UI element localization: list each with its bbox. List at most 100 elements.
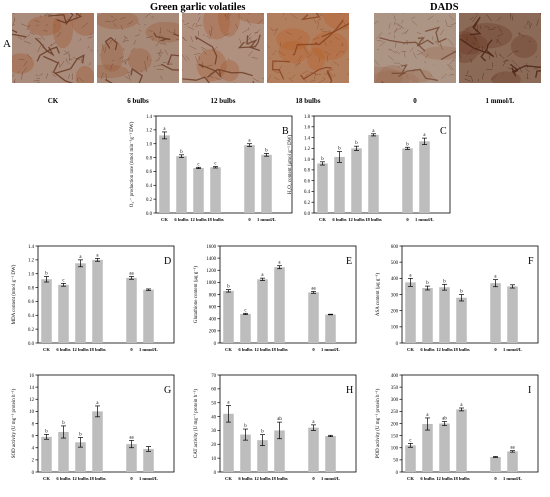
significance-letter: a [248, 139, 251, 144]
bar [456, 409, 467, 472]
x-tick-label: 0 [494, 347, 497, 352]
x-tick-label: 1 mmol/L [503, 476, 522, 481]
plot-frame [155, 115, 293, 214]
panel-letter: D [164, 256, 171, 267]
x-tick-label: 6 bulbs [420, 347, 434, 352]
y-tick-label: 0.4 [304, 190, 311, 195]
x-tick-label: 18 bulbs [207, 217, 224, 222]
x-tick-label: 1 mmol/L [321, 347, 340, 352]
y-tick-label: 50 [211, 402, 216, 407]
y-tick-label: 1.4 [304, 136, 311, 141]
bar [58, 284, 69, 343]
x-tick-label: CK [225, 476, 232, 481]
leaf-photo [97, 13, 179, 83]
y-tick-label: 40 [211, 415, 216, 420]
chart-svg: 0 200 400 600 800 1000 1200 1400 1600 Glutathione… [193, 245, 357, 352]
x-tick-label: CK [43, 476, 50, 481]
chart-svg: 0 10 20 30 40 50 60 70 CAT activity (U mg⁻¹ prot… [193, 374, 357, 481]
x-tick-label: 12 bulbs [72, 347, 89, 352]
y-tick-label: 100 [391, 326, 399, 331]
y-tick-label: 0.6 [146, 170, 153, 175]
x-tick-label: 0 [248, 217, 251, 222]
bar [176, 156, 187, 213]
significance-letter: c [409, 438, 411, 443]
y-tick-label: 1600 [206, 245, 216, 250]
bar [274, 430, 285, 472]
y-tick-label: 400 [391, 277, 399, 282]
y-tick-label: 400 [391, 374, 399, 379]
y-axis-label: O₂·⁻ production rate (nmol min⁻¹g⁻¹ DW) [129, 121, 135, 207]
x-tick-label: 12 bulbs [190, 217, 207, 222]
significance-letter: a [261, 273, 264, 278]
y-tick-label: 1.8 [304, 115, 311, 120]
y-tick-label: 0 [396, 471, 399, 476]
chart-panel-e: 0 200 400 600 800 1000 1200 1400 1600 Glutathione… [184, 238, 362, 363]
header-green-garlic: Green garlic volatiles [150, 2, 246, 13]
bar [75, 442, 86, 472]
bar [456, 297, 467, 343]
x-tick-label: 0 [312, 476, 315, 481]
y-tick-label: 350 [391, 386, 399, 391]
leaf-photo [267, 13, 349, 83]
significance-letter: a [494, 275, 497, 280]
y-tick-label: 0.2 [28, 328, 35, 333]
x-tick-label: 1 mmol/L [257, 217, 276, 222]
y-tick-label: 1.2 [28, 259, 35, 264]
bar [41, 436, 52, 472]
significance-letter: a [409, 273, 412, 278]
significance-letter: aa [129, 271, 134, 276]
y-tick-label: 1.4 [146, 115, 153, 120]
x-tick-label: 1 mmol/L [139, 347, 158, 352]
y-tick-label: 0.6 [304, 179, 311, 184]
x-tick-label: 0 [130, 476, 133, 481]
bar [75, 263, 86, 343]
plot-frame [313, 115, 451, 214]
y-tick-label: 300 [391, 293, 399, 298]
significance-letter: a [372, 129, 375, 134]
y-tick-label: 400 [209, 318, 217, 323]
x-tick-label: 18 bulbs [271, 476, 288, 481]
significance-letter: aa [311, 286, 316, 291]
bar [422, 423, 433, 472]
x-tick-label: 1 mmol/L [139, 476, 158, 481]
y-tick-label: 300 [391, 398, 399, 403]
bar [193, 167, 204, 213]
significance-letter: a [96, 253, 99, 258]
bar [126, 277, 137, 343]
x-tick-label: 18 bulbs [453, 347, 470, 352]
chart-svg: 0.0 0.2 0.4 0.6 0.8 1.0 1.2 1.4 O₂·⁻ production … [129, 115, 293, 222]
significance-letter: a [312, 420, 315, 425]
bar [368, 134, 379, 213]
significance-letter: a [96, 401, 99, 406]
chart-panel-i: 0 50 100 150 200 250 300 350 400 POD activity (U … [366, 367, 544, 492]
leaf-photo [374, 13, 456, 83]
chart-panel-h: 0 10 20 30 40 50 60 70 CAT activity (U mg⁻¹ prot… [184, 367, 362, 492]
y-tick-label: 0.6 [28, 300, 35, 305]
bar [126, 444, 137, 472]
significance-letter: a [460, 403, 463, 408]
y-tick-label: 1.4 [28, 245, 35, 250]
y-tick-label: 6 [32, 434, 35, 439]
significance-letter: b [443, 279, 446, 284]
bar [308, 427, 319, 472]
bar [143, 289, 154, 343]
x-tick-label: 12 bulbs [254, 476, 271, 481]
bar [240, 434, 251, 472]
x-tick-label: CK [43, 347, 50, 352]
panel-letter: E [346, 256, 352, 267]
significance-letter: b [244, 424, 247, 429]
significance-letter: a [423, 133, 426, 138]
significance-letter: b [227, 285, 230, 290]
y-tick-label: 0.8 [146, 156, 153, 161]
x-tick-label: 18 bulbs [89, 347, 106, 352]
x-tick-label: 12 bulbs [436, 347, 453, 352]
panel-letter: B [282, 126, 289, 137]
x-tick-label: 0 [406, 217, 409, 222]
significance-letter: b [62, 421, 65, 426]
significance-letter: ab [277, 417, 282, 422]
bar [439, 287, 450, 343]
bar [490, 283, 501, 343]
x-tick-label: CK [407, 347, 414, 352]
x-tick-label: 12 bulbs [348, 217, 365, 222]
y-tick-label: 1.2 [304, 147, 311, 152]
